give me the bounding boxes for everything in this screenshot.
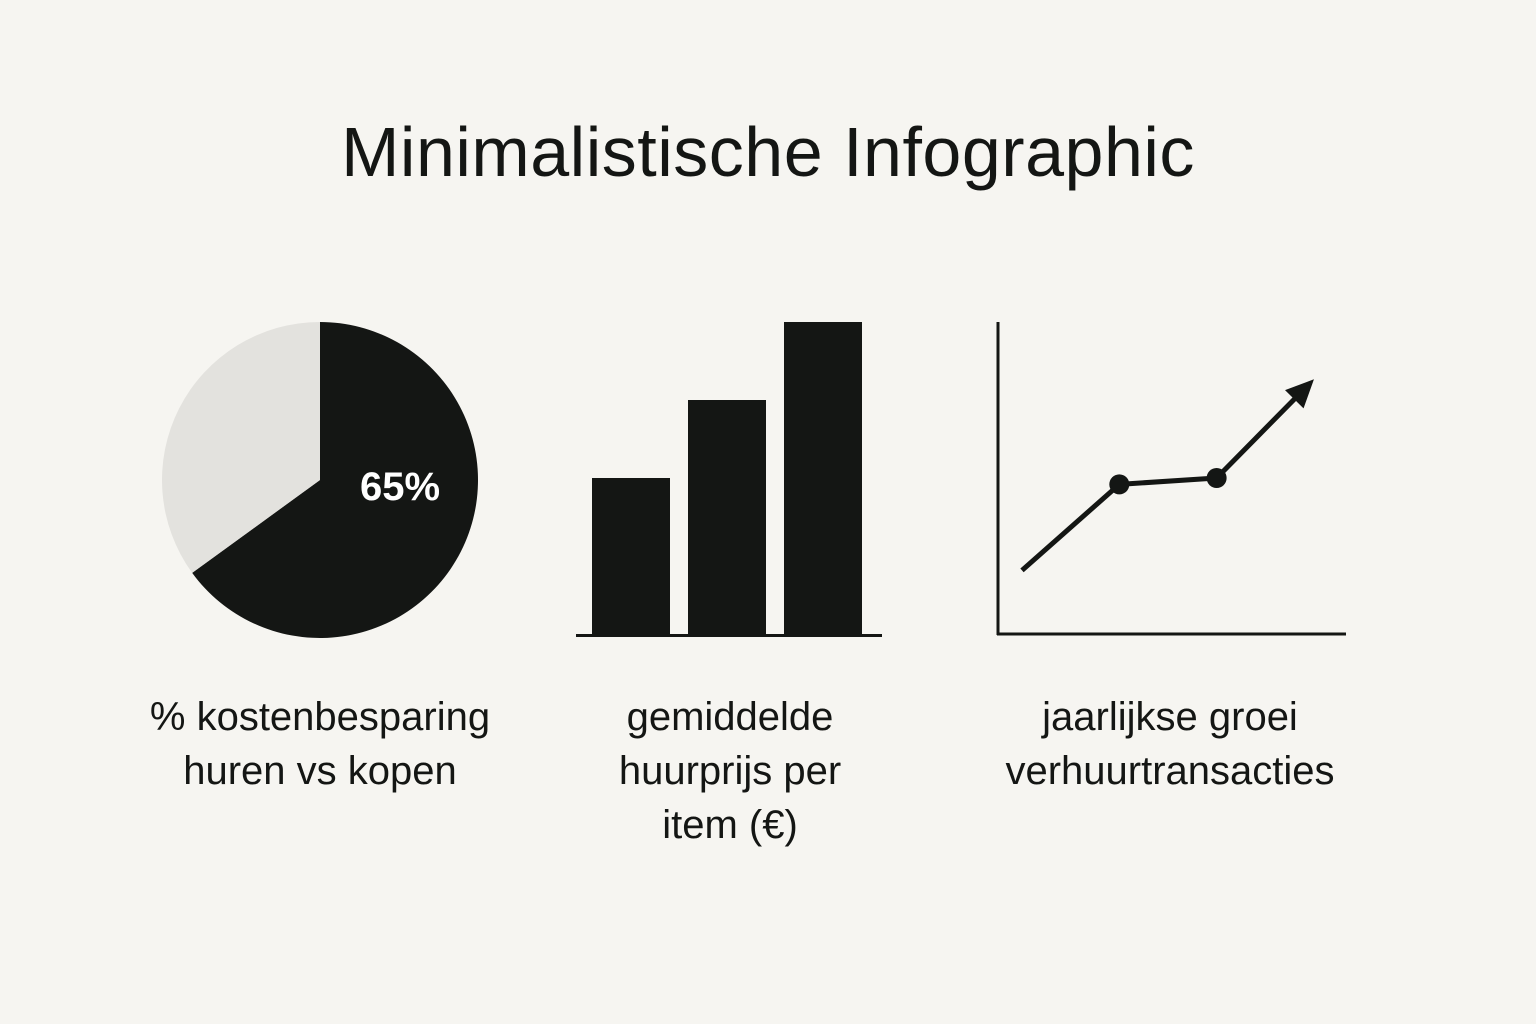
pie-slice-1 (162, 322, 320, 573)
bar-2 (784, 322, 862, 634)
line-caption: jaarlijkse groei verhuurtransacties (960, 690, 1380, 798)
trend-line (1020, 390, 1304, 573)
line-caption-line-2: verhuurtransacties (1005, 749, 1335, 793)
pie-caption: % kostenbesparing huren vs kopen (110, 690, 530, 798)
line-chart (996, 322, 1346, 636)
arrow-head (1285, 379, 1314, 409)
line-marker-2 (1206, 468, 1227, 488)
bar-0 (592, 478, 670, 634)
pie-data-label: 65% (360, 465, 440, 509)
bar-caption-line-1: gemiddelde (626, 695, 834, 739)
bar-1 (688, 400, 766, 634)
bar-chart (576, 322, 882, 637)
line-marker-1 (1109, 474, 1130, 495)
pie-caption-line-2: huren vs kopen (183, 749, 457, 793)
pie-chart: 65% (162, 322, 479, 638)
page-title: Minimalistische Infographic (341, 113, 1195, 191)
bar-caption-line-3: item (€) (662, 803, 798, 847)
line-caption-line-1: jaarlijkse groei (1042, 695, 1298, 739)
bar-caption-line-2: huurprijs per (618, 749, 842, 793)
bar-caption: gemiddelde huurprijs per item (€) (520, 690, 940, 852)
pie-caption-line-1: % kostenbesparing (149, 695, 491, 739)
pie-slice-0 (192, 322, 479, 638)
